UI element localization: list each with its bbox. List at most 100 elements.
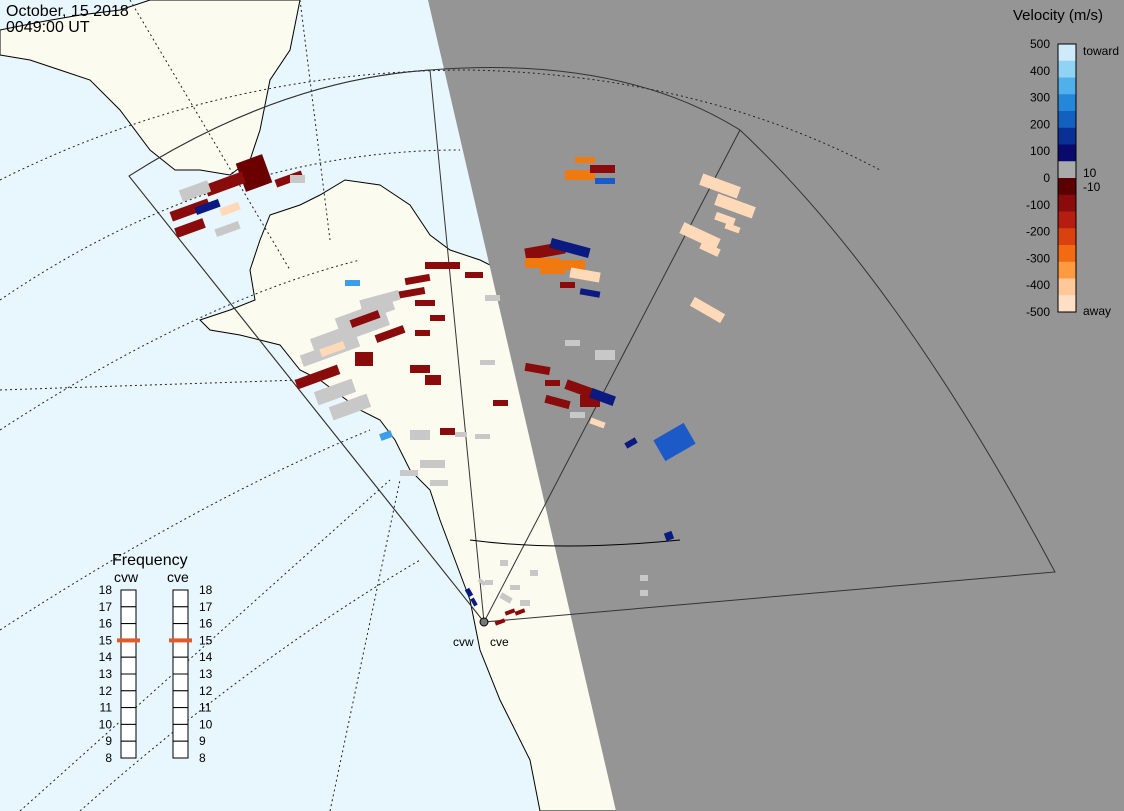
latitude-circle	[0, 429, 371, 631]
velocity-cell	[440, 428, 455, 435]
colorbar-tick-label: 0	[1043, 171, 1050, 185]
meridian-line	[129, 0, 291, 271]
velocity-colorbar: Velocity (m/s) 500 400 300 200 100 0 -100 -200 -…	[1013, 7, 1119, 319]
velocity-cell	[178, 180, 212, 202]
velocity-cell	[524, 362, 551, 376]
frequency-cell	[120, 656, 137, 675]
velocity-cell	[699, 173, 741, 199]
velocity-cell	[560, 282, 575, 288]
velocity-cell	[480, 360, 495, 365]
frequency-level-label: 11	[199, 701, 212, 715]
colorbar-label-away: away	[1083, 304, 1111, 318]
frequency-title: Frequency	[112, 552, 188, 569]
velocity-cell	[504, 608, 516, 616]
velocity-cell	[514, 608, 526, 616]
velocity-cell	[485, 295, 500, 301]
velocity-cell	[174, 218, 206, 238]
velocity-cell	[194, 198, 221, 216]
colorbar-title: Velocity (m/s)	[1013, 7, 1103, 24]
colorbar-swatch	[1058, 228, 1076, 246]
velocity-cell	[724, 222, 741, 234]
velocity-cell	[345, 280, 360, 286]
velocity-cell	[499, 592, 513, 604]
frequency-cell	[120, 589, 137, 608]
velocity-cell	[359, 289, 401, 311]
velocity-cell	[663, 530, 675, 542]
frequency-cell	[172, 723, 189, 742]
frequency-radar-cvw: cvw	[114, 569, 139, 585]
frequency-level-label: 15	[199, 633, 213, 647]
velocity-cell	[545, 380, 560, 386]
colorbar-swatch	[1058, 278, 1076, 296]
frequency-level-label: 16	[99, 617, 113, 631]
colorbar-swatches	[1057, 43, 1077, 313]
colorbar-swatch	[1058, 127, 1076, 145]
frequency-level-label: 18	[199, 583, 213, 597]
colorbar-swatch	[1058, 178, 1076, 196]
velocity-cell	[465, 272, 483, 278]
frequency-cell	[172, 606, 189, 625]
velocity-cell	[575, 157, 595, 163]
radar-field-of-view	[128, 67, 1056, 623]
radar-site-marker	[479, 617, 489, 627]
velocity-cell	[525, 258, 560, 268]
frequency-level-label: 13	[99, 667, 113, 681]
frequency-level-label: 11	[100, 701, 113, 715]
colorbar-label-toward: toward	[1083, 44, 1119, 58]
velocity-cell	[204, 171, 246, 197]
colorbar-ticks: 500 400 300 200 100 0 -100 -200 -300 -400 -500	[1026, 37, 1050, 319]
colorbar-frame	[1057, 43, 1077, 313]
velocity-cell	[464, 587, 474, 598]
velocity-cell	[689, 296, 726, 324]
fov-cvw-arc	[128, 67, 741, 177]
velocity-cell	[214, 220, 241, 238]
velocity-cell	[520, 600, 530, 606]
velocity-cell	[493, 400, 508, 406]
velocity-cell	[477, 577, 487, 587]
velocity-cell	[494, 618, 506, 626]
velocity-cell	[485, 580, 493, 585]
velocity-cell	[425, 375, 441, 385]
border-line	[469, 539, 681, 547]
velocity-cell	[374, 325, 406, 343]
frequency-level-label: 13	[199, 667, 213, 681]
velocity-cell	[595, 350, 615, 360]
colorbar-tick-label: 200	[1030, 117, 1050, 131]
frequency-cell	[172, 623, 189, 641]
colorbar-tick-label: 300	[1030, 91, 1050, 105]
velocity-cell	[589, 417, 606, 429]
graticule	[0, 0, 881, 811]
colorbar-tick-label: -200	[1026, 225, 1050, 239]
velocity-cell	[310, 311, 390, 353]
frequency-panel: Frequency cvw cve 1817161514131211109818…	[99, 552, 213, 765]
velocity-cell	[540, 268, 565, 274]
velocity-cell	[714, 193, 756, 219]
velocity-cell	[355, 352, 373, 366]
frequency-level-label: 10	[99, 717, 113, 731]
velocity-cell	[640, 590, 648, 596]
velocity-cell	[589, 388, 616, 406]
time-label: 0049:00 UT	[6, 19, 90, 36]
frequency-level-label: 12	[99, 684, 113, 698]
velocity-cell	[570, 412, 585, 418]
frequency-active-marker	[117, 638, 140, 643]
velocity-cell	[420, 460, 445, 468]
velocity-cells	[169, 154, 756, 626]
velocity-cell	[294, 364, 341, 390]
frequency-level-label: 9	[199, 734, 206, 748]
frequency-radar-cve: cve	[167, 569, 189, 585]
meridian-line	[0, 379, 301, 391]
frequency-cell	[120, 606, 137, 625]
colorbar-tick-label: 100	[1030, 144, 1050, 158]
frequency-level-label: 10	[199, 717, 213, 731]
latitude-circle	[0, 149, 461, 301]
frequency-cell	[172, 656, 189, 675]
velocity-cell	[379, 430, 393, 441]
velocity-cell	[290, 175, 305, 183]
velocity-cell	[415, 330, 430, 336]
velocity-cell	[549, 237, 591, 259]
velocity-cell	[565, 340, 580, 346]
frequency-cell	[172, 707, 189, 725]
